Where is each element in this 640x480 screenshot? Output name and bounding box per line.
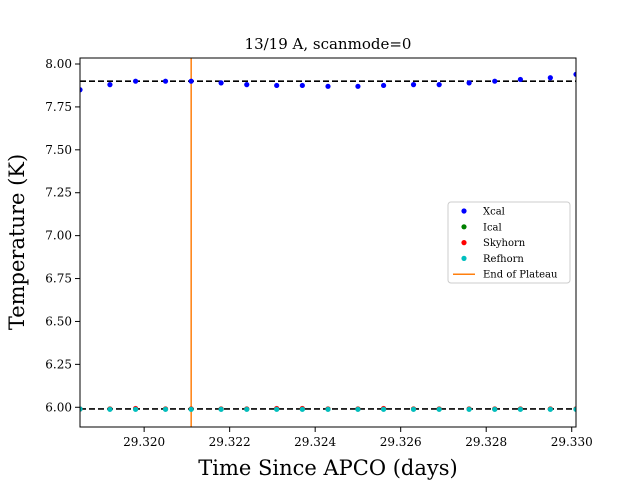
series-refhorn bbox=[80, 406, 576, 412]
y-axis-label: Temperature (K) bbox=[5, 154, 29, 330]
xcal-point bbox=[436, 82, 442, 88]
series-xcal bbox=[80, 71, 576, 93]
xcal-point bbox=[325, 83, 331, 89]
refhorn-point bbox=[547, 406, 553, 412]
xcal-point bbox=[188, 78, 194, 84]
plot-area bbox=[80, 58, 576, 427]
refhorn-point bbox=[162, 406, 169, 412]
refhorn-point bbox=[573, 406, 576, 412]
xcal-point bbox=[274, 82, 280, 89]
xcal-point bbox=[80, 87, 83, 93]
xcal-point bbox=[299, 82, 305, 89]
legend-label: Skyhorn bbox=[483, 238, 526, 249]
x-tick-label: 29.324 bbox=[294, 435, 336, 449]
legend-marker bbox=[461, 240, 467, 246]
xcal-point bbox=[244, 82, 250, 88]
refhorn-point bbox=[107, 406, 113, 412]
x-tick-label: 29.320 bbox=[123, 435, 165, 449]
legend-label: Xcal bbox=[483, 207, 505, 218]
refhorn-point bbox=[218, 406, 224, 412]
y-tick-label: 6.50 bbox=[45, 314, 72, 328]
y-tick-label: 6.75 bbox=[45, 272, 72, 286]
refhorn-point bbox=[325, 406, 331, 412]
y-tick-label: 7.25 bbox=[45, 186, 72, 200]
chart-title: 13/19 A, scanmode=0 bbox=[245, 35, 412, 53]
legend-label: Ical bbox=[483, 222, 502, 233]
xcal-point bbox=[380, 82, 387, 89]
xcal-point bbox=[547, 75, 553, 81]
refhorn-point bbox=[410, 406, 417, 412]
data-points bbox=[80, 71, 576, 412]
refhorn-point bbox=[132, 406, 139, 412]
x-tick-label: 29.330 bbox=[551, 435, 593, 449]
y-tick-label: 7.50 bbox=[45, 143, 72, 157]
x-axis-label: Time Since APCO (days) bbox=[198, 456, 457, 480]
x-tick-label: 29.326 bbox=[380, 435, 422, 449]
xcal-point bbox=[410, 82, 417, 88]
y-tick-label: 6.25 bbox=[45, 357, 72, 371]
y-tick-label: 7.75 bbox=[45, 100, 72, 114]
refhorn-point bbox=[80, 406, 83, 412]
refhorn-point bbox=[355, 406, 361, 412]
plot-frame bbox=[79, 57, 577, 428]
y-tick-label: 6.00 bbox=[45, 400, 72, 414]
refhorn-point bbox=[436, 406, 442, 412]
xcal-point bbox=[107, 82, 113, 88]
legend-label: End of Plateau bbox=[483, 270, 558, 281]
refhorn-point bbox=[517, 406, 524, 412]
y-tick-label: 8.00 bbox=[45, 57, 72, 71]
legend-label: Refhorn bbox=[483, 254, 524, 265]
xcal-point bbox=[573, 71, 576, 77]
refhorn-point bbox=[299, 406, 305, 412]
xcal-point bbox=[466, 80, 472, 86]
x-axis-ticks: 29.320 29.322 29.324 29.326 29.328 29.330 bbox=[123, 427, 593, 449]
refhorn-point bbox=[492, 406, 498, 412]
legend-marker bbox=[461, 255, 467, 261]
refhorn-point bbox=[466, 406, 472, 412]
refhorn-point bbox=[274, 406, 280, 412]
legend-box bbox=[447, 201, 571, 284]
xcal-point bbox=[492, 78, 498, 84]
y-tick-label: 7.00 bbox=[45, 229, 72, 243]
xcal-point bbox=[218, 80, 224, 86]
xcal-point bbox=[162, 78, 169, 84]
y-axis-ticks: 6.00 6.25 6.50 6.75 7.00 7.25 7.50 7.75 8.00 bbox=[45, 57, 80, 414]
refhorn-point bbox=[188, 406, 194, 412]
legend-marker bbox=[461, 208, 467, 214]
xcal-point bbox=[132, 78, 139, 84]
x-tick-label: 29.322 bbox=[209, 435, 251, 449]
refhorn-point bbox=[380, 406, 387, 412]
refhorn-point bbox=[244, 406, 250, 412]
legend: Xcal Ical Skyhorn Refhorn End of Plateau bbox=[447, 201, 571, 284]
xcal-point bbox=[517, 76, 524, 83]
x-tick-label: 29.328 bbox=[465, 435, 507, 449]
legend-marker bbox=[461, 224, 467, 230]
xcal-point bbox=[355, 83, 361, 89]
